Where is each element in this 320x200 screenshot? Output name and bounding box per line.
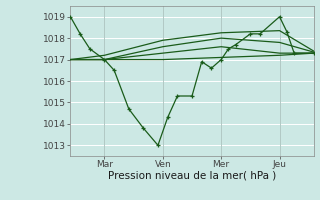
X-axis label: Pression niveau de la mer( hPa ): Pression niveau de la mer( hPa ) [108,171,276,181]
